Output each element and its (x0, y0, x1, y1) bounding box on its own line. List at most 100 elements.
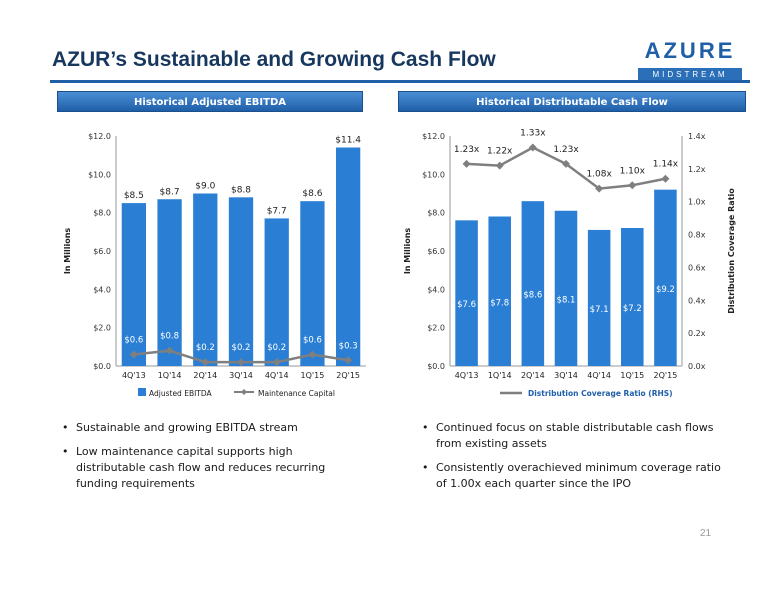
line-marker (495, 161, 504, 170)
line-value-label: $0.2 (267, 343, 286, 353)
x-tick-label: 4Q'13 (122, 371, 146, 380)
ratio-value-label: 1.08x (586, 170, 612, 180)
y-tick-label: $8.0 (427, 209, 445, 218)
dcf-bullets: Continued focus on stable distributable … (420, 420, 730, 500)
y-tick-label: $0.0 (427, 362, 445, 371)
line-marker (661, 174, 670, 183)
x-tick-label: 1Q'15 (620, 371, 644, 380)
bar (157, 199, 182, 366)
bar (455, 220, 478, 366)
legend-bar-swatch (138, 388, 146, 396)
line-marker (528, 143, 537, 152)
y-tick-label: $4.0 (93, 285, 111, 294)
line-marker (344, 356, 353, 365)
bar (488, 216, 511, 366)
bullet-item: Sustainable and growing EBITDA stream (60, 420, 360, 436)
bar (587, 229, 611, 366)
line-marker (165, 346, 174, 355)
x-tick-label: 2Q'14 (193, 371, 217, 380)
ebitda-chart: $0.0 $2.0 $4.0 $6.0 $8.0 $10.0 $12.0 In Million… (63, 132, 366, 398)
x-tick-label: 4Q'13 (455, 371, 479, 380)
y2-tick-label: 1.0x (688, 198, 706, 207)
y2-tick-label: 0.4x (688, 296, 706, 305)
bar (521, 201, 545, 366)
line-value-label: $0.8 (160, 332, 179, 342)
company-logo: AZURE MIDSTREAM (628, 36, 752, 86)
y-tick-label: $6.0 (427, 247, 445, 256)
ratio-value-label: 1.23x (553, 145, 579, 155)
bar (336, 147, 361, 366)
ratio-value-label: 1.23x (454, 145, 480, 155)
bar-value-label: $8.5 (124, 191, 144, 201)
panel-header-ebitda: Historical Adjusted EBITDA (57, 91, 363, 112)
x-tick-label: 2Q'15 (336, 371, 360, 380)
ebitda-bullets: Sustainable and growing EBITDA stream Lo… (60, 420, 360, 500)
line-value-label: $0.6 (303, 336, 322, 346)
x-tick-label: 4Q'14 (265, 371, 289, 380)
line-marker (237, 358, 245, 367)
logo-subtitle: MIDSTREAM (652, 70, 728, 79)
bar-value-label: $8.7 (160, 187, 180, 197)
x-tick-label: 3Q'14 (229, 371, 253, 380)
title-rule (50, 80, 750, 83)
y-tick-label: $2.0 (427, 324, 445, 333)
legend-label: Maintenance Capital (258, 389, 335, 398)
bullet-item: Low maintenance capital supports high di… (60, 444, 360, 492)
bar (228, 197, 254, 366)
line-marker (201, 358, 210, 367)
line-marker (129, 350, 138, 359)
y2-tick-label: 0.0x (688, 362, 706, 371)
bar-value-label: $8.8 (231, 185, 251, 195)
ratio-value-label: 1.10x (620, 166, 646, 176)
y-tick-label: $8.0 (93, 209, 111, 218)
bar-value-label: $9.2 (656, 285, 675, 295)
bar-value-label: $7.7 (267, 206, 287, 216)
line-value-label: $0.6 (124, 336, 143, 346)
panel-header-dcf: Historical Distributable Cash Flow (398, 91, 746, 112)
x-tick-label: 2Q'14 (521, 371, 545, 380)
y-axis-label: In Millions (63, 228, 72, 275)
y2-axis-label: Distribution Coverage Ratio (727, 188, 736, 314)
line-marker (308, 350, 317, 359)
line-marker (628, 181, 637, 190)
y2-tick-label: 1.2x (688, 165, 706, 174)
bar-value-label: $7.1 (590, 305, 609, 315)
bar-value-label: $8.6 (523, 291, 542, 301)
bar-value-label: $11.4 (335, 136, 361, 146)
page-number: 21 (700, 528, 712, 539)
y-tick-label: $0.0 (93, 362, 111, 371)
bar (193, 193, 218, 366)
bar (300, 201, 325, 366)
line-value-label: $0.2 (232, 343, 251, 353)
bar-value-label: $7.6 (457, 300, 476, 310)
y-tick-label: $2.0 (93, 324, 111, 333)
y-tick-label: $12.0 (88, 132, 111, 141)
x-tick-label: 1Q'15 (301, 371, 325, 380)
y2-tick-label: 0.8x (688, 231, 706, 240)
x-tick-label: 1Q'14 (158, 371, 182, 380)
bullet-item: Continued focus on stable distributable … (420, 420, 730, 452)
legend-label: Adjusted EBITDA (149, 389, 213, 398)
bar (264, 218, 289, 366)
line-marker (595, 184, 604, 193)
line-value-label: $0.2 (196, 343, 215, 353)
legend-label: Distribution Coverage Ratio (RHS) (528, 389, 673, 398)
y-tick-label: $10.0 (422, 170, 445, 179)
bar (654, 189, 677, 366)
line-marker (272, 358, 281, 367)
bullet-item: Consistently overachieved minimum covera… (420, 460, 730, 492)
line-marker (562, 159, 570, 168)
ratio-value-label: 1.14x (653, 160, 679, 170)
logo-wordmark: AZURE (644, 38, 736, 63)
y-axis-label: In Millions (403, 228, 412, 275)
bar (554, 210, 578, 366)
dcf-chart: $0.0 $2.0 $4.0 $6.0 $8.0 $10.0 $12.0 In Million… (403, 129, 736, 399)
x-tick-label: 2Q'15 (654, 371, 678, 380)
x-tick-label: 3Q'14 (554, 371, 578, 380)
y2-tick-label: 0.2x (688, 329, 706, 338)
ratio-value-label: 1.22x (487, 147, 513, 157)
ratio-value-label: 1.33x (520, 129, 546, 139)
legend-line-marker (241, 389, 247, 395)
bar-value-label: $9.0 (195, 182, 215, 192)
bar-value-label: $8.6 (302, 189, 322, 199)
